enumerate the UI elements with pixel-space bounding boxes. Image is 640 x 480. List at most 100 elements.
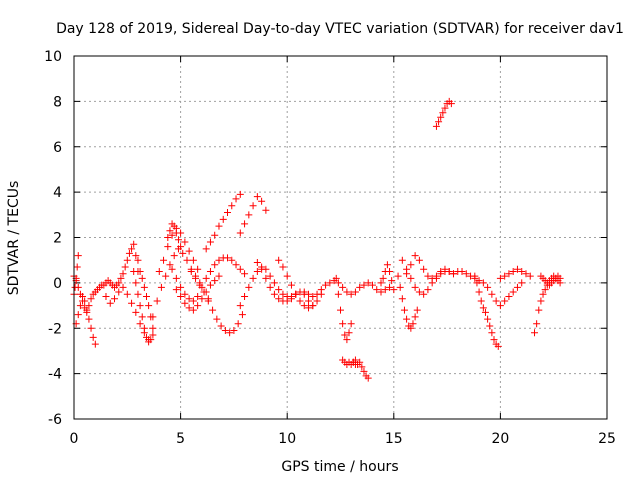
series-arc-02 <box>72 292 99 348</box>
data-point <box>85 302 93 310</box>
data-point <box>172 286 180 294</box>
data-point <box>121 263 129 271</box>
data-point <box>334 290 342 298</box>
data-point <box>211 231 219 239</box>
axis-ticks: 0 5 10 15 20 25 -6 -4 -2 0 2 4 6 8 10 <box>44 49 616 447</box>
data-points <box>70 97 564 382</box>
data-point <box>81 297 89 305</box>
data-point <box>479 304 487 312</box>
data-point <box>279 290 287 298</box>
data-point <box>447 100 455 108</box>
data-point <box>177 292 185 300</box>
data-point <box>119 270 127 278</box>
data-point <box>513 283 521 291</box>
data-point <box>305 304 313 312</box>
data-point <box>441 265 449 273</box>
data-point <box>149 324 157 332</box>
data-point <box>119 283 127 291</box>
data-point <box>74 311 82 319</box>
data-point <box>134 290 142 298</box>
data-point <box>309 292 317 300</box>
data-point <box>130 268 138 276</box>
data-point <box>409 320 417 328</box>
data-point <box>403 270 411 278</box>
data-point <box>177 283 185 291</box>
data-point <box>142 292 150 300</box>
data-point <box>217 322 225 330</box>
data-point <box>189 297 197 305</box>
data-point <box>360 367 368 375</box>
data-point <box>140 324 148 332</box>
data-point <box>356 358 364 366</box>
data-point <box>458 268 466 276</box>
data-point <box>147 336 155 344</box>
data-point <box>439 109 447 117</box>
data-point <box>471 272 479 280</box>
data-point <box>123 256 131 264</box>
grid <box>74 56 607 419</box>
series-arc-16 <box>253 258 325 310</box>
data-point <box>132 308 140 316</box>
data-point <box>115 288 123 296</box>
data-point <box>149 313 157 321</box>
data-point <box>91 340 99 348</box>
data-point <box>125 249 133 257</box>
series-arc-01 <box>70 240 142 316</box>
data-point <box>351 356 359 364</box>
data-point <box>305 297 313 305</box>
data-point <box>232 261 240 269</box>
data-point <box>445 268 453 276</box>
data-point <box>209 306 217 314</box>
data-point <box>74 252 82 260</box>
data-point <box>398 295 406 303</box>
data-point <box>300 290 308 298</box>
data-point <box>155 268 163 276</box>
data-point <box>204 297 212 305</box>
data-point <box>441 104 449 112</box>
data-point <box>164 234 172 241</box>
data-point <box>326 279 334 287</box>
data-point <box>234 320 242 328</box>
data-point <box>202 245 210 253</box>
data-point <box>518 268 526 276</box>
y-tick-label: 4 <box>53 185 62 201</box>
data-point <box>411 252 419 260</box>
x-tick-label: 20 <box>491 431 509 447</box>
data-point <box>170 252 178 260</box>
data-point <box>381 286 389 294</box>
data-point <box>130 240 138 248</box>
data-point <box>138 274 146 282</box>
data-point <box>386 268 394 276</box>
data-point <box>253 193 261 201</box>
data-point <box>224 254 232 262</box>
data-point <box>249 202 257 210</box>
data-point <box>194 292 202 300</box>
data-point <box>187 268 195 276</box>
data-point <box>317 290 325 298</box>
data-point <box>160 256 168 264</box>
data-point <box>287 295 295 303</box>
data-point <box>132 279 140 287</box>
data-point <box>83 306 91 314</box>
series-arc-17 <box>275 256 317 312</box>
data-point <box>192 272 200 280</box>
data-point <box>262 206 270 214</box>
data-point <box>170 222 178 230</box>
data-point <box>181 299 189 307</box>
series-arc-09 <box>164 220 185 251</box>
data-point <box>213 315 221 323</box>
data-point <box>166 261 174 269</box>
data-point <box>106 299 114 307</box>
data-point <box>279 263 287 271</box>
data-point <box>206 268 214 276</box>
data-point <box>270 290 278 298</box>
data-point <box>364 374 372 382</box>
data-point <box>134 256 142 264</box>
data-point <box>347 290 355 298</box>
data-point <box>87 295 95 303</box>
data-point <box>449 270 457 278</box>
series-arc-24 <box>432 97 455 130</box>
data-point <box>398 256 406 264</box>
data-point <box>462 270 470 278</box>
